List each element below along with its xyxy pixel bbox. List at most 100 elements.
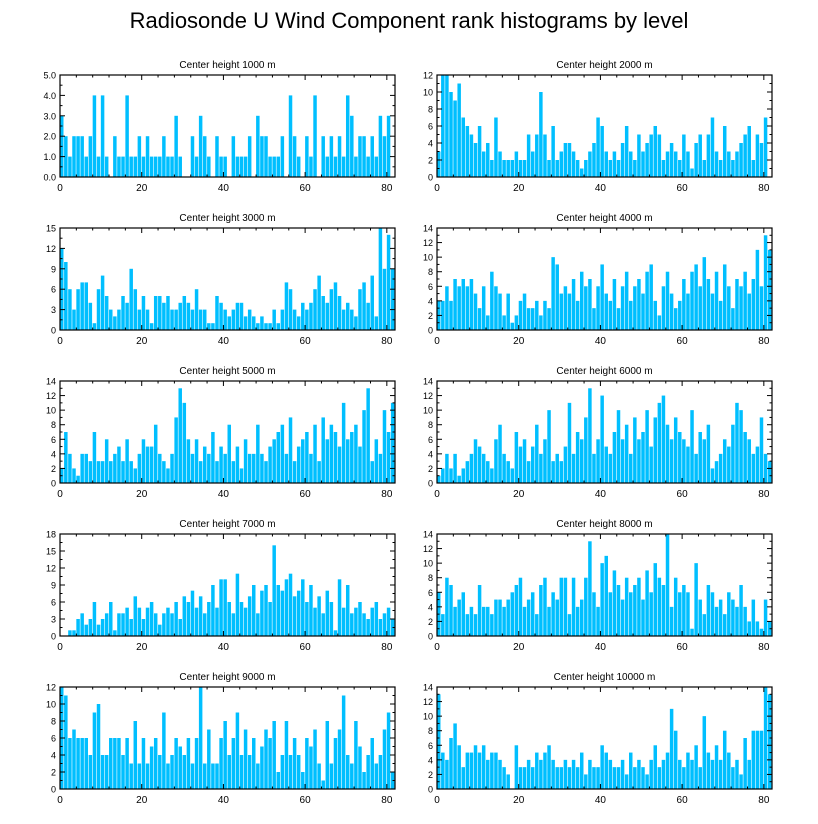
chart-5-bar-5 <box>80 453 84 483</box>
chart-9-bar-62 <box>313 729 317 789</box>
chart-6-bar-79 <box>759 417 764 483</box>
chart-9-bar-68 <box>337 729 342 789</box>
chart-1-bar-34 <box>198 115 203 177</box>
chart-7-bar-75 <box>366 619 370 636</box>
chart-5-bar-46 <box>247 453 252 483</box>
chart-2-xtick-label-2: 40 <box>595 183 607 194</box>
chart-6-bar-9 <box>473 439 478 483</box>
chart-2-ytick-label-6: 12 <box>423 71 433 81</box>
chart-2-bar-62 <box>690 168 694 177</box>
chart-9-bar-36 <box>207 729 211 789</box>
chart-9-bar-41 <box>227 755 231 789</box>
chart-6-bar-18 <box>510 468 515 483</box>
chart-8-bar-68 <box>714 606 719 636</box>
chart-5-bar-64 <box>321 417 325 483</box>
chart-3-bar-32 <box>190 309 195 330</box>
chart-3-xtick-label-0: 0 <box>57 336 63 347</box>
chart-7-bar-30 <box>182 596 187 636</box>
chart-10-bar-26 <box>543 752 547 789</box>
chart-2-bar-31 <box>563 143 568 177</box>
chart-4-bar-79 <box>759 286 764 330</box>
chart-2-bar-38 <box>592 143 596 177</box>
chart-2-bar-65 <box>702 160 707 177</box>
chart-8-bar-45 <box>620 599 625 636</box>
chart-7-xtick-label-0: 0 <box>57 642 63 653</box>
chart-3-bar-62 <box>313 289 317 330</box>
chart-1-bar-76 <box>370 136 374 177</box>
chart-4-ytick-label-0: 0 <box>428 326 433 336</box>
chart-2-bar-72 <box>731 160 735 177</box>
chart-1-bar-52 <box>272 156 276 177</box>
chart-5-bar-59 <box>301 439 305 483</box>
chart-2-bar-48 <box>633 160 637 177</box>
chart-2-bar-61 <box>686 151 690 177</box>
chart-6-bar-43 <box>612 432 617 483</box>
chart-8-bar-74 <box>739 585 743 636</box>
chart-6-bar-62 <box>690 410 694 483</box>
chart-5-bar-51 <box>268 446 272 483</box>
chart-9-bar-78 <box>378 755 383 789</box>
chart-1-bar-26 <box>166 156 170 177</box>
chart-9-bar-33 <box>194 738 199 789</box>
chart-9-bar-56 <box>288 755 293 789</box>
chart-9-bar-35 <box>202 763 207 789</box>
chart-4-bar-34 <box>575 300 580 330</box>
chart-7-bar-40 <box>223 579 227 636</box>
chart-5-bar-20 <box>141 439 146 483</box>
chart-3-bar-53 <box>276 323 281 330</box>
chart-4-bar-46 <box>624 271 629 330</box>
chart-4-bar-71 <box>727 286 731 330</box>
chart-7-bar-33 <box>194 607 199 636</box>
chart-8-bar-70 <box>722 614 727 636</box>
chart-3-bar-2 <box>68 289 72 330</box>
chart-6-ytick-label-1: 2 <box>428 464 433 474</box>
chart-2-bar-6 <box>461 117 465 177</box>
chart-6-bar-46 <box>624 424 629 483</box>
chart-6-bar-21 <box>522 439 527 483</box>
chart-8-bar-21 <box>522 606 527 636</box>
chart-5-bar-45 <box>243 439 248 483</box>
chart-8-bar-24 <box>535 614 539 636</box>
chart-2-bar-8 <box>469 134 474 177</box>
chart-3-bar-61 <box>309 302 313 330</box>
chart-2-ytick-label-4: 8 <box>428 105 433 115</box>
chart-10-bar-53 <box>653 745 658 789</box>
chart-10-bar-41 <box>604 752 608 789</box>
chart-2-bar-80 <box>763 117 768 177</box>
chart-2-bar-49 <box>637 134 641 177</box>
chart-10-bar-14 <box>494 752 498 789</box>
chart-4-xtick-label-3: 60 <box>677 336 689 347</box>
chart-9-bar-71 <box>350 763 354 789</box>
chart-9-title: Center height 9000 m <box>179 672 275 683</box>
chart-10-bar-56 <box>665 752 670 789</box>
chart-2-bar-32 <box>567 143 572 177</box>
chart-1-bar-13 <box>113 136 117 177</box>
chart-3-ytick-label-1: 3 <box>51 305 56 315</box>
chart-3-bar-49 <box>260 316 264 330</box>
chart-6-bar-20 <box>518 446 523 483</box>
chart-1-bar-6 <box>84 156 88 177</box>
chart-5-bar-40 <box>223 453 227 483</box>
chart-2-xtick-label-3: 60 <box>677 183 689 194</box>
chart-10-bar-61 <box>686 752 690 789</box>
chart-10-bar-2 <box>445 759 449 789</box>
chart-7-bar-8 <box>92 602 97 636</box>
chart-6-bar-70 <box>722 439 727 483</box>
chart-4-bar-7 <box>465 286 470 330</box>
chart-4-bar-68 <box>714 271 719 330</box>
chart-2-bar-78 <box>755 134 760 177</box>
chart-4-bar-32 <box>567 293 572 330</box>
chart-6-ytick-label-5: 10 <box>423 406 433 416</box>
chart-10-bar-67 <box>710 759 715 789</box>
chart-10-bar-6 <box>461 767 465 789</box>
chart-8-bar-63 <box>694 563 698 636</box>
chart-4-bar-74 <box>739 286 743 330</box>
chart-5-bar-13 <box>113 453 117 483</box>
chart-7-bar-78 <box>378 619 383 636</box>
chart-6-bar-77 <box>751 453 756 483</box>
chart-5-bar-44 <box>239 468 244 483</box>
chart-7-bar-42 <box>231 613 236 636</box>
chart-5-bar-55 <box>284 453 289 483</box>
chart-4-bar-8 <box>469 279 474 330</box>
chart-3-bar-60 <box>305 309 309 330</box>
